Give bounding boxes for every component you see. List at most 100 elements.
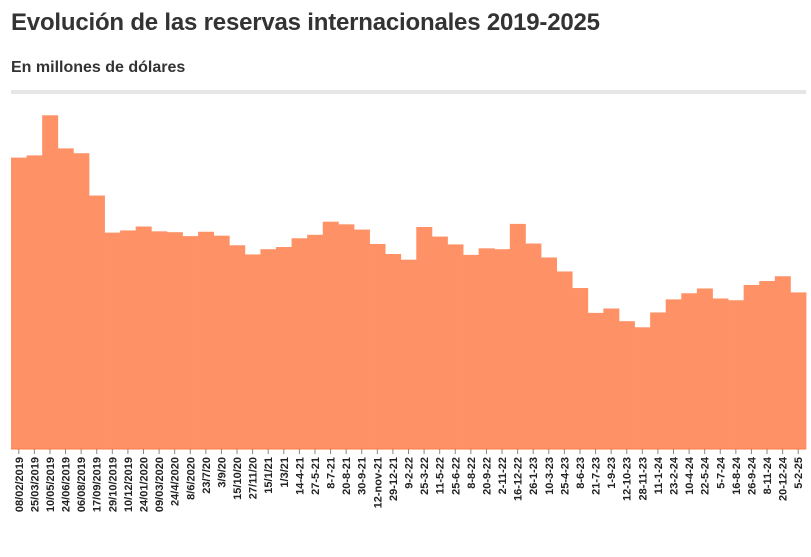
x-tick-label-33: 26-1-23 bbox=[528, 457, 540, 495]
bar-32 bbox=[509, 223, 526, 449]
x-tick-label-41: 11-1-24 bbox=[653, 456, 665, 494]
x-tick-label-48: 8-11-24 bbox=[762, 456, 774, 494]
bar-33 bbox=[525, 243, 542, 449]
x-tick-label-34: 10-3-23 bbox=[544, 457, 556, 495]
bar-34 bbox=[541, 257, 557, 449]
bar-48 bbox=[759, 281, 776, 449]
bar-4 bbox=[73, 153, 90, 449]
bar-10 bbox=[166, 232, 183, 449]
bar-36 bbox=[572, 288, 589, 449]
x-tick-label-2: 10/05/2019 bbox=[45, 457, 57, 512]
x-tick-label-14: 15/10/20 bbox=[232, 457, 244, 500]
bar-45 bbox=[712, 298, 729, 449]
bar-0 bbox=[11, 157, 27, 449]
bar-30 bbox=[478, 248, 495, 449]
x-tick-label-40: 28-11-23 bbox=[637, 457, 649, 500]
x-tick-label-20: 8-7-21 bbox=[326, 457, 338, 489]
x-tick-label-19: 27-5-21 bbox=[310, 457, 322, 495]
bar-11 bbox=[182, 236, 199, 449]
header-divider bbox=[11, 90, 806, 94]
x-tick-label-10: 24/4/2020 bbox=[170, 457, 182, 506]
bar-44 bbox=[696, 288, 713, 449]
x-tick-label-0: 08/02/2019 bbox=[14, 457, 26, 512]
bar-29 bbox=[463, 254, 480, 449]
x-tick-label-17: 1/3/21 bbox=[279, 457, 291, 488]
x-tick-label-42: 23-2-24 bbox=[669, 456, 681, 495]
bar-15 bbox=[244, 254, 261, 449]
bar-50 bbox=[790, 292, 807, 449]
x-tick-label-43: 10-4-24 bbox=[684, 456, 696, 495]
bar-5 bbox=[88, 195, 105, 449]
bar-14 bbox=[229, 245, 246, 449]
bar-28 bbox=[447, 244, 464, 449]
bar-25 bbox=[400, 259, 417, 449]
bar-43 bbox=[681, 293, 698, 449]
x-tick-label-31: 2-11-22 bbox=[497, 457, 509, 494]
bar-7 bbox=[120, 230, 137, 449]
x-tick-label-35: 25-4-23 bbox=[559, 457, 571, 495]
bar-1 bbox=[26, 155, 43, 449]
x-tick-label-50: 5-2-25 bbox=[793, 457, 805, 489]
bar-31 bbox=[494, 249, 511, 449]
x-tick-label-26: 25-3-22 bbox=[419, 457, 431, 495]
x-tick-label-3: 24/06/2019 bbox=[61, 457, 73, 512]
bar-2 bbox=[42, 115, 59, 450]
bar-12 bbox=[198, 231, 215, 449]
x-tick-label-27: 11-5-22 bbox=[435, 457, 447, 494]
x-tick-label-49: 20-12-24 bbox=[778, 456, 790, 501]
x-tick-label-1: 25/03/2019 bbox=[29, 457, 41, 512]
bar-16 bbox=[260, 249, 277, 449]
bar-39 bbox=[618, 321, 635, 449]
x-tick-label-21: 20-8-21 bbox=[341, 457, 353, 495]
bar-22 bbox=[353, 229, 370, 449]
bar-26 bbox=[416, 226, 433, 449]
bar-20 bbox=[322, 221, 339, 449]
x-tick-label-28: 25-6-22 bbox=[450, 457, 462, 495]
x-tick-label-24: 29-12-21 bbox=[388, 457, 400, 501]
x-axis-ticks: 08/02/2019 25/03/2019 10/05/2019 24/06/2019… bbox=[11, 448, 806, 512]
x-tick-label-15: 27/11/20 bbox=[248, 457, 260, 499]
bar-21 bbox=[338, 224, 355, 449]
bar-27 bbox=[431, 236, 448, 449]
x-tick-label-44: 22-5-24 bbox=[700, 456, 712, 495]
bar-47 bbox=[743, 284, 760, 449]
bar-19 bbox=[307, 234, 324, 449]
x-tick-label-16: 15/1/21 bbox=[263, 457, 275, 494]
bar-18 bbox=[291, 238, 308, 449]
x-tick-label-22: 30-9-21 bbox=[357, 457, 369, 495]
x-tick-label-12: 23/7/20 bbox=[201, 457, 213, 494]
bar-46 bbox=[728, 300, 745, 449]
x-tick-label-45: 5-7-24 bbox=[715, 456, 727, 489]
bar-24 bbox=[385, 254, 402, 449]
x-tick-label-39: 12-10-23 bbox=[622, 457, 634, 501]
bar-35 bbox=[556, 271, 573, 449]
chart-title: Evolución de las reservas internacionale… bbox=[11, 9, 600, 36]
x-tick-label-11: 8/6/2020 bbox=[185, 457, 197, 500]
bar-13 bbox=[213, 235, 230, 449]
bar-9 bbox=[151, 231, 168, 449]
bar-17 bbox=[276, 247, 292, 449]
x-tick-label-5: 17/09/2019 bbox=[92, 457, 104, 512]
x-tick-label-46: 16-8-24 bbox=[731, 456, 743, 495]
x-tick-label-8: 24/01/2020 bbox=[139, 457, 151, 512]
bar-3 bbox=[57, 148, 74, 450]
bar-23 bbox=[369, 243, 386, 449]
x-tick-label-30: 20-9-22 bbox=[481, 457, 493, 495]
x-tick-label-37: 21-7-23 bbox=[591, 457, 603, 495]
x-tick-label-23: 12-nov-21 bbox=[372, 457, 384, 508]
bar-42 bbox=[665, 299, 682, 449]
x-tick-label-36: 8-6-23 bbox=[575, 457, 587, 489]
x-tick-label-47: 26-9-24 bbox=[746, 456, 758, 495]
bar-series bbox=[11, 115, 807, 450]
x-tick-label-13: 3/9/20 bbox=[216, 457, 228, 488]
x-tick-label-6: 29/10/2019 bbox=[107, 457, 119, 512]
chart-subtitle: En millones de dólares bbox=[11, 59, 186, 76]
bar-8 bbox=[135, 226, 152, 449]
x-tick-label-25: 9-2-22 bbox=[404, 457, 416, 489]
x-tick-label-38: 1-9-23 bbox=[606, 457, 618, 489]
bar-40 bbox=[634, 327, 651, 449]
bar-37 bbox=[587, 312, 604, 449]
x-tick-label-29: 8-8-22 bbox=[466, 457, 478, 489]
x-tick-label-18: 14-4-21 bbox=[294, 457, 306, 495]
